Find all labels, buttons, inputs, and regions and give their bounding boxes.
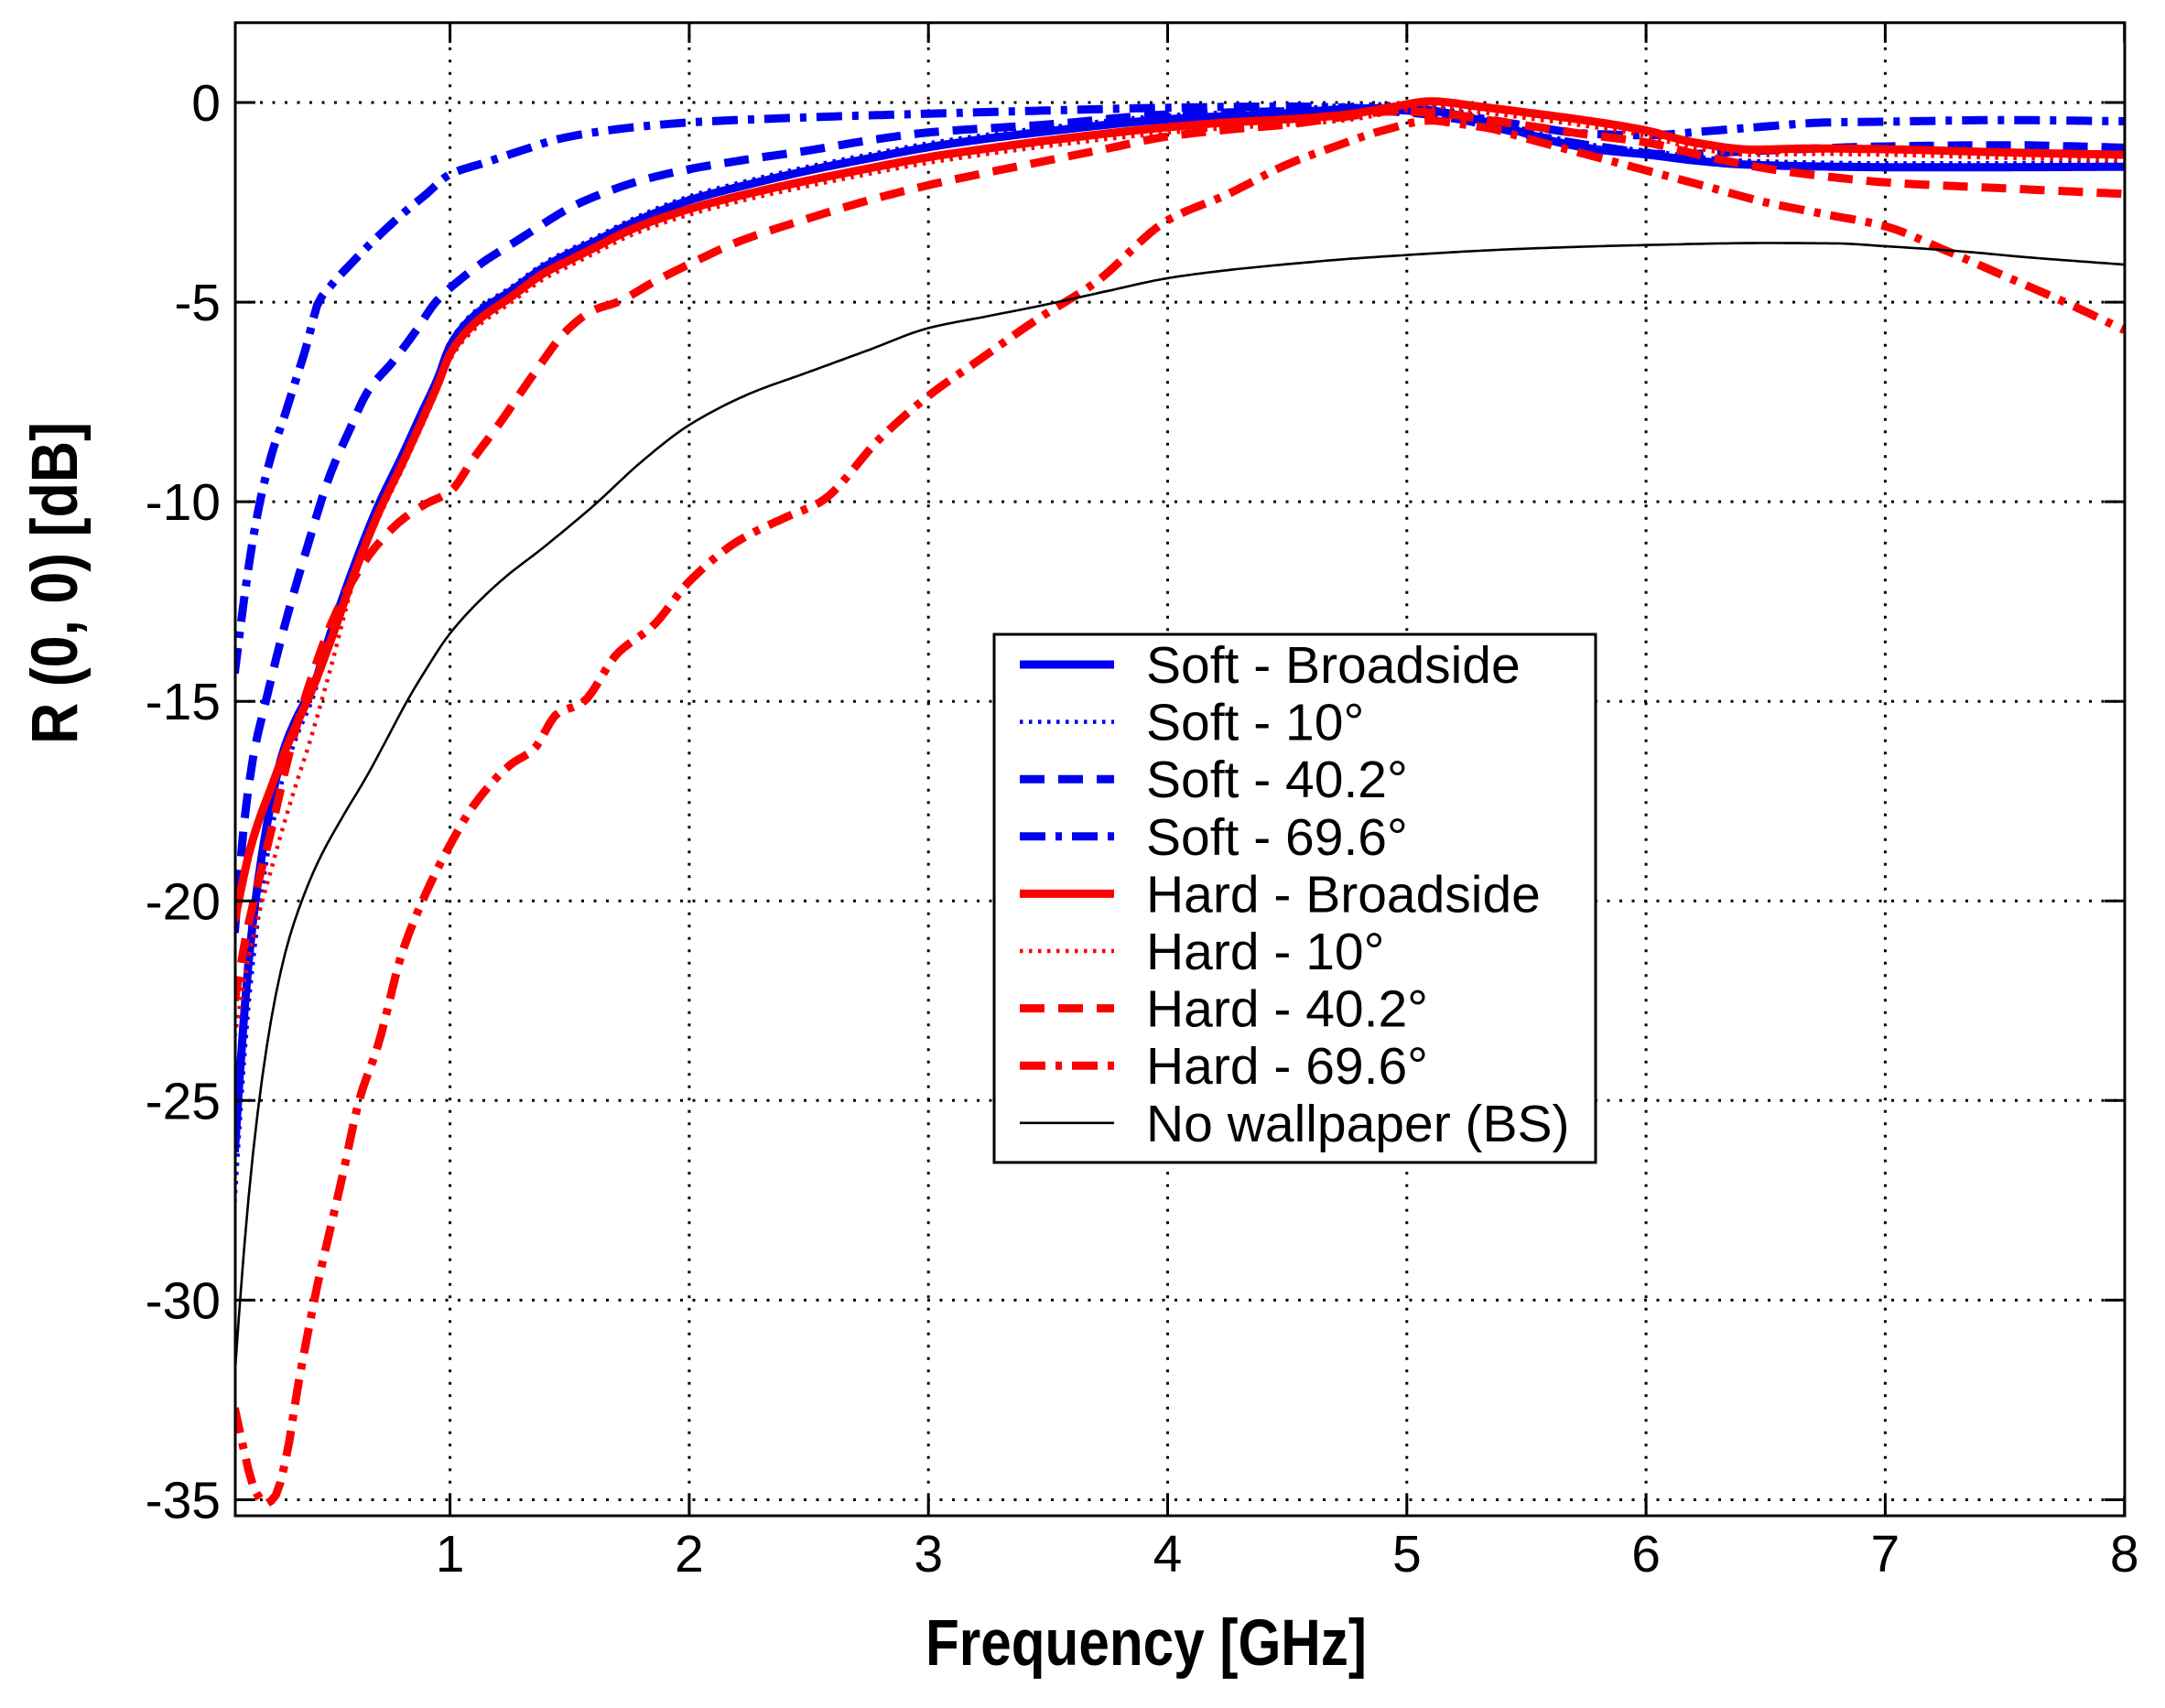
svg-text:-30: -30 [146, 1271, 221, 1330]
svg-text:-25: -25 [146, 1072, 221, 1130]
svg-text:R (0, 0) [dB]: R (0, 0) [dB] [19, 422, 92, 744]
svg-text:Frequency [GHz]: Frequency [GHz] [926, 1607, 1367, 1680]
svg-text:1: 1 [436, 1525, 465, 1584]
svg-text:8: 8 [2110, 1525, 2139, 1584]
svg-text:Hard - 69.6°: Hard - 69.6° [1146, 1037, 1428, 1096]
svg-text:6: 6 [1631, 1525, 1661, 1584]
svg-text:-5: -5 [174, 274, 221, 332]
svg-text:Hard - 10°: Hard - 10° [1146, 923, 1384, 981]
svg-text:5: 5 [1392, 1525, 1422, 1584]
svg-text:Hard - 40.2°: Hard - 40.2° [1146, 980, 1428, 1039]
svg-text:3: 3 [914, 1525, 943, 1584]
svg-text:7: 7 [1871, 1525, 1900, 1584]
svg-text:4: 4 [1153, 1525, 1183, 1584]
svg-text:No wallpaper (BS): No wallpaper (BS) [1146, 1095, 1570, 1153]
svg-text:Soft - Broadside: Soft - Broadside [1146, 636, 1521, 695]
svg-text:Soft - 10°: Soft - 10° [1146, 694, 1364, 752]
svg-text:0: 0 [191, 74, 221, 133]
svg-text:Soft - 69.6°: Soft - 69.6° [1146, 808, 1408, 867]
svg-text:-35: -35 [146, 1472, 221, 1530]
svg-text:Hard - Broadside: Hard - Broadside [1146, 865, 1541, 924]
svg-text:-20: -20 [146, 872, 221, 931]
svg-text:2: 2 [675, 1525, 704, 1584]
svg-text:Soft - 40.2°: Soft - 40.2° [1146, 751, 1408, 809]
svg-text:-15: -15 [146, 673, 221, 731]
svg-text:-10: -10 [146, 473, 221, 532]
